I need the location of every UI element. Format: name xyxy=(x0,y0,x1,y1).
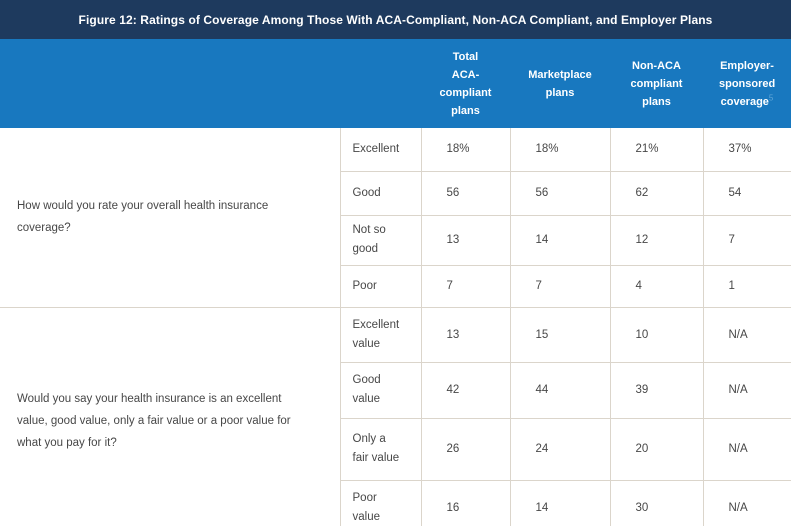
value-cell: 10 xyxy=(610,307,704,363)
value-cell: 18% xyxy=(510,128,611,172)
footnote-marker: 5 xyxy=(768,92,774,102)
value-cell: 37% xyxy=(703,128,791,172)
column-header-marketplace: Marketplace plans xyxy=(510,39,610,128)
value-cell: 44 xyxy=(510,362,611,419)
value-cell: 12 xyxy=(610,215,704,266)
rating-label: Poor value xyxy=(340,480,422,526)
value-cell: 4 xyxy=(610,265,704,308)
header-spacer-rating xyxy=(340,39,421,128)
column-header-employer: Employer-sponsored coverage5 xyxy=(703,39,791,128)
value-cell: 20 xyxy=(610,418,704,481)
header-row: Total ACA-compliant plans Marketplace pl… xyxy=(0,39,791,128)
value-cell: 62 xyxy=(610,171,704,216)
value-cell: 56 xyxy=(421,171,511,216)
table-row: Poor value 16 14 30 N/A xyxy=(0,480,791,526)
value-cell: N/A xyxy=(703,362,791,419)
table-row: Would you say your health insurance is a… xyxy=(0,307,791,526)
column-header-employer-label: Employer-sponsored coverage xyxy=(719,59,776,108)
value-cell: 54 xyxy=(703,171,791,216)
rating-label: Excellent xyxy=(340,128,422,172)
column-header-non-aca: Non-ACA compliant plans xyxy=(610,39,703,128)
rating-label: Not so good xyxy=(340,215,422,266)
question-cell-value-rating: Would you say your health insurance is a… xyxy=(0,307,341,526)
value-cell: 21% xyxy=(610,128,704,172)
value-cell: 7 xyxy=(703,215,791,266)
figure-title: Figure 12: Ratings of Coverage Among Tho… xyxy=(78,12,713,27)
value-cell: 13 xyxy=(421,215,511,266)
table-row: Poor 7 7 4 1 xyxy=(0,265,791,308)
value-cell: 24 xyxy=(510,418,611,481)
ratings-table: Total ACA-compliant plans Marketplace pl… xyxy=(0,39,791,526)
table-row: Good 56 56 62 54 xyxy=(0,171,791,216)
value-cell: 13 xyxy=(421,307,511,363)
rating-label: Only a fair value xyxy=(340,418,422,481)
table-row: Not so good 13 14 12 7 xyxy=(0,215,791,266)
value-cell: 14 xyxy=(510,215,611,266)
rating-label: Good xyxy=(340,171,422,216)
value-cell: 14 xyxy=(510,480,611,526)
value-cell: 15 xyxy=(510,307,611,363)
value-cell: 30 xyxy=(610,480,704,526)
value-cell: 16 xyxy=(421,480,511,526)
rating-label: Excellent value xyxy=(340,307,422,363)
table-row: Good value 42 44 39 N/A xyxy=(0,362,791,419)
value-cell: 39 xyxy=(610,362,704,419)
rating-label: Good value xyxy=(340,362,422,419)
figure-title-bar: Figure 12: Ratings of Coverage Among Tho… xyxy=(0,0,791,39)
value-cell: 1 xyxy=(703,265,791,308)
value-cell: 56 xyxy=(510,171,611,216)
value-cell: 42 xyxy=(421,362,511,419)
value-cell: N/A xyxy=(703,307,791,363)
value-cell: N/A xyxy=(703,480,791,526)
table-row: How would you rate your overall health i… xyxy=(0,128,791,308)
value-cell: 7 xyxy=(421,265,511,308)
value-cell: 7 xyxy=(510,265,611,308)
rating-label: Poor xyxy=(340,265,422,308)
value-cell: 18% xyxy=(421,128,511,172)
value-cell: 26 xyxy=(421,418,511,481)
value-cell: N/A xyxy=(703,418,791,481)
table-row: Only a fair value 26 24 20 N/A xyxy=(0,418,791,481)
question-cell-overall-rating: How would you rate your overall health i… xyxy=(0,128,341,308)
column-header-total-aca: Total ACA-compliant plans xyxy=(421,39,510,128)
header-spacer-question xyxy=(0,39,340,128)
